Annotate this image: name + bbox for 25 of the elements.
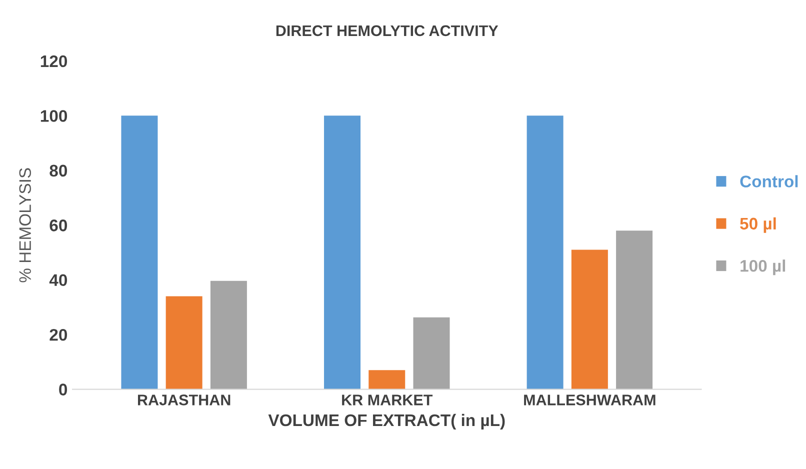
chart-title: DIRECT HEMOLYTIC ACTIVITY [276,25,498,36]
y-axis-title: % HEMOLYSIS [19,168,32,282]
bar [121,116,158,390]
y-tick-label: 0 [59,384,67,396]
bar [571,250,608,390]
y-tick-label: 40 [49,274,67,286]
legend-label: Control [740,175,798,188]
bar [210,280,247,390]
legend-label: 50 µl [740,217,776,233]
x-tick-label: MALLESHWARAM [524,394,656,406]
y-tick-label: 80 [50,164,67,177]
bar [166,296,202,390]
x-axis-title: VOLUME OF EXTRACT( in µL) [268,414,505,430]
bar [368,370,406,390]
bar [413,317,450,390]
y-tick-label: 100 [40,110,67,122]
x-tick-label: KR MARKET [342,394,433,406]
y-tick-label: 120 [40,55,67,68]
y-tick-label: 20 [50,328,67,341]
x-tick-label: RAJASTHAN [138,394,230,406]
y-tick-label: 60 [50,220,67,232]
bar [526,116,564,390]
bar [324,116,361,390]
legend-label: 100 µl [740,260,786,276]
bar [616,230,653,390]
